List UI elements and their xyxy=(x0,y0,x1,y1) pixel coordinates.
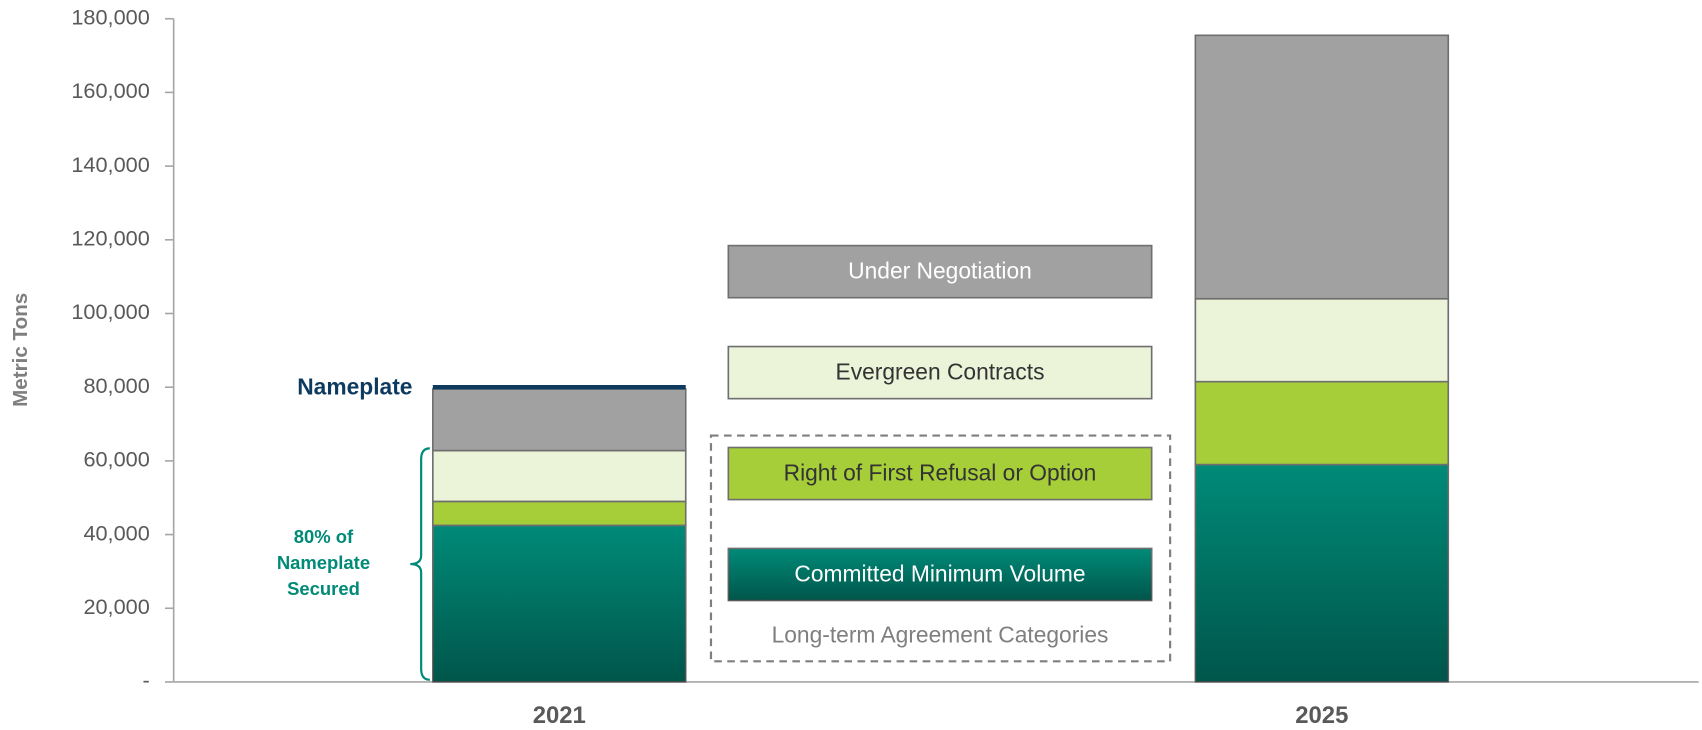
legend-label: Right of First Refusal or Option xyxy=(784,460,1097,486)
legend-shade xyxy=(728,548,1152,601)
y-tick-label: 60,000 xyxy=(83,447,149,472)
y-tick-label: 80,000 xyxy=(83,373,149,398)
bar-shade xyxy=(1195,464,1449,682)
y-tick-label: 180,000 xyxy=(71,4,149,29)
legend-swatch xyxy=(727,446,1153,501)
y-tick-label: 160,000 xyxy=(71,78,149,103)
legend-group-box xyxy=(709,434,1172,663)
bar-segment xyxy=(432,388,687,452)
y-tick-label: 100,000 xyxy=(71,299,149,324)
annotation-line: Nameplate xyxy=(277,552,370,573)
y-tick-label: - xyxy=(143,668,150,693)
legend-group-title: Long-term Agreement Categories xyxy=(772,621,1109,647)
bar-segment xyxy=(1194,380,1450,466)
y-tick-label: 40,000 xyxy=(83,520,149,545)
bar-segment xyxy=(1194,34,1450,300)
annotation-line: Secured xyxy=(287,578,360,599)
y-axis-label: Metric Tons xyxy=(9,293,32,407)
bar-segment xyxy=(432,500,687,527)
legend-label: Evergreen Contracts xyxy=(836,359,1045,385)
x-tick-label: 2025 xyxy=(1295,702,1348,729)
annotation-line: 80% of xyxy=(294,526,354,547)
legend-label: Committed Minimum Volume xyxy=(794,561,1085,587)
x-tick-label: 2021 xyxy=(533,702,586,729)
y-tick-label: 20,000 xyxy=(83,594,149,619)
legend-label: Under Negotiation xyxy=(848,258,1032,284)
y-tick-label: 140,000 xyxy=(71,152,149,177)
bar-shade xyxy=(432,525,686,682)
bar-segment xyxy=(432,449,687,503)
brace xyxy=(410,447,430,681)
bar-segment xyxy=(1194,297,1450,383)
legend-swatch xyxy=(727,345,1153,400)
legend-swatch xyxy=(727,244,1153,299)
nameplate-label: Nameplate xyxy=(297,373,412,399)
y-tick-label: 120,000 xyxy=(71,226,149,251)
